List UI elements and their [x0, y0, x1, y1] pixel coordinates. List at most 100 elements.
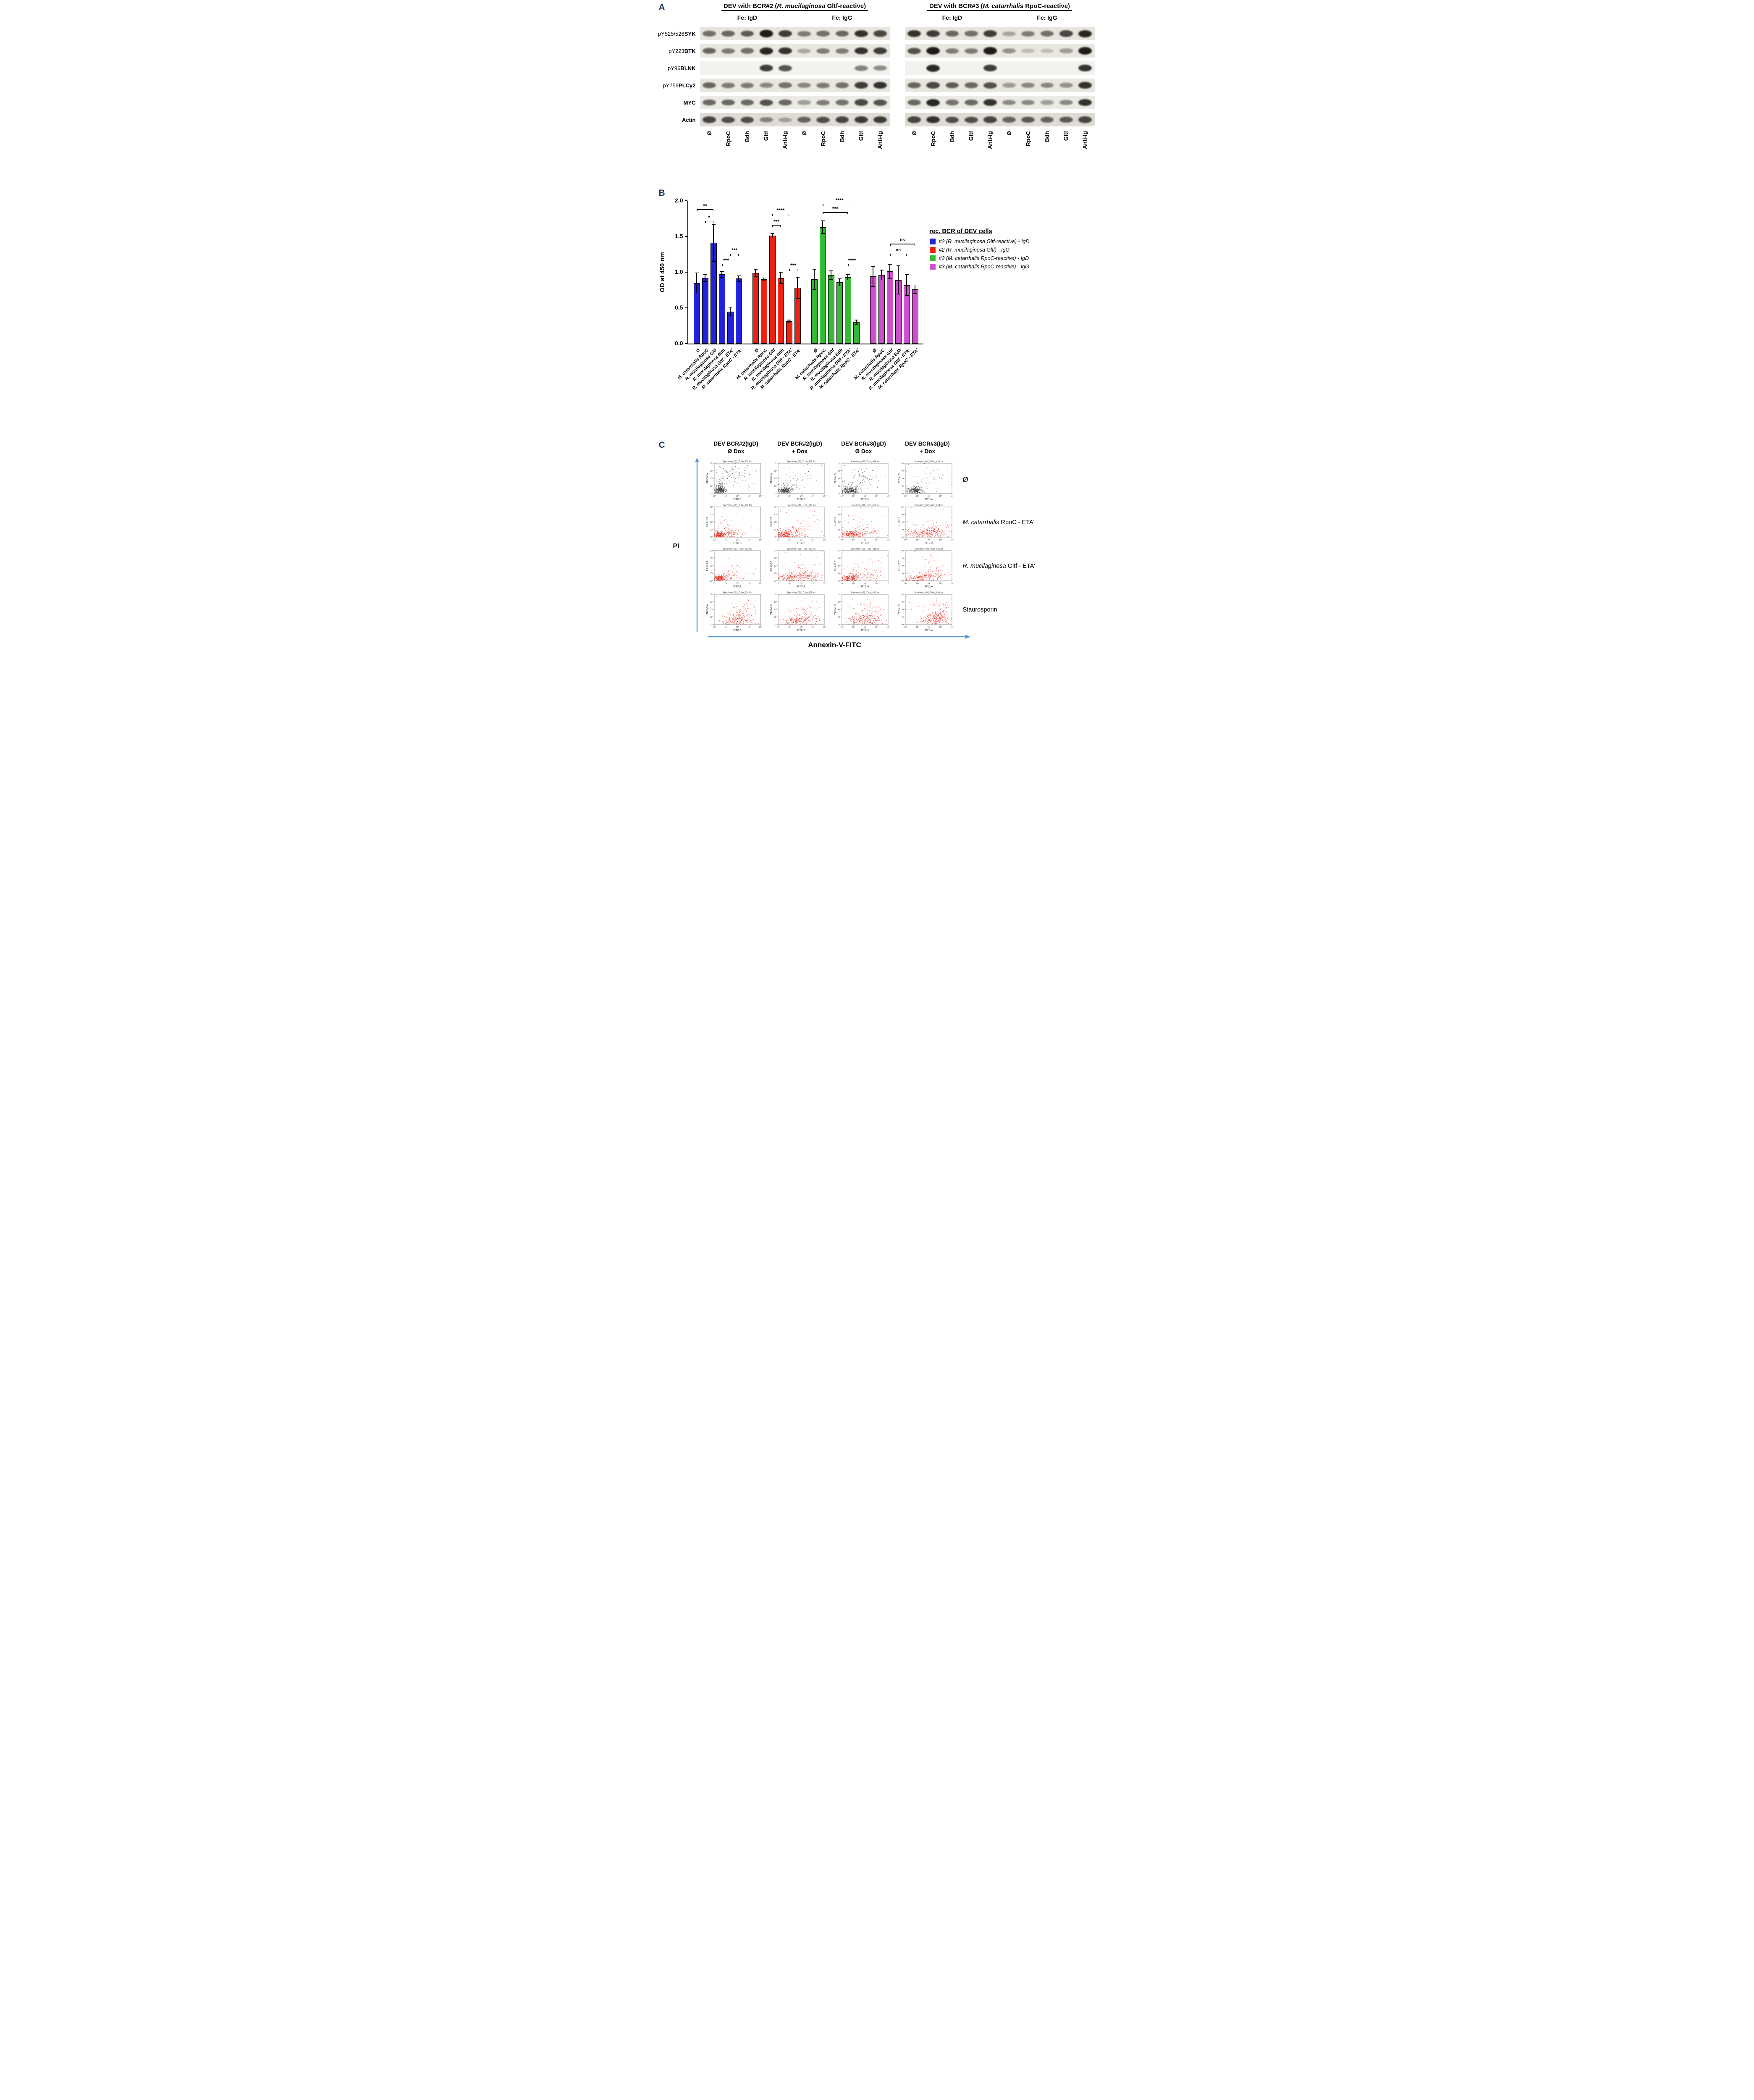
flow-scatter-plot: Specimen_001_Tube_013.fcs10⁰10⁰10¹10¹10²… [898, 461, 954, 501]
error-bar-cap [695, 292, 699, 294]
blot-band [721, 116, 735, 123]
blot-band [797, 100, 811, 105]
flow-scatter-plot: Specimen_001_Tube_009.fcs10⁰10⁰10¹10¹10²… [834, 461, 890, 501]
blot-band [703, 82, 716, 88]
sig-bracket-end [780, 225, 781, 227]
blot-strip [700, 96, 890, 109]
svg-text:PE-Cy7-A: PE-Cy7-A [898, 517, 900, 527]
blot-band [926, 116, 940, 123]
svg-text:10⁰: 10⁰ [837, 536, 840, 538]
blot-band [854, 116, 868, 123]
svg-text:10⁰: 10⁰ [840, 583, 843, 585]
blot-band [907, 116, 921, 123]
lane-label: Anti-Ig [987, 131, 994, 149]
blot-band [1021, 100, 1035, 105]
error-bar-cap [879, 279, 884, 281]
svg-text:FITC-A: FITC-A [925, 542, 933, 545]
y-tick [684, 236, 687, 237]
error-bar-cap [837, 278, 842, 279]
blot-band [759, 47, 773, 55]
svg-text:10⁰: 10⁰ [776, 583, 779, 585]
y-tick [684, 200, 687, 201]
bar [886, 271, 893, 344]
svg-text:10¹: 10¹ [710, 485, 713, 487]
svg-text:Specimen_001_Tube_009.fcs: Specimen_001_Tube_009.fcs [850, 461, 879, 463]
blot-band [797, 48, 811, 53]
error-bar-cap [720, 277, 724, 278]
svg-text:10²: 10² [773, 521, 776, 523]
blot-strip [700, 79, 890, 92]
y-axis-label: OD at 450 nm [658, 252, 666, 292]
blot-band [964, 82, 978, 88]
svg-text:Specimen_001_Tube_007.fcs: Specimen_001_Tube_007.fcs [787, 548, 815, 551]
svg-text:10²: 10² [837, 521, 840, 523]
error-bar [822, 220, 823, 234]
sig-bracket-end [855, 263, 856, 266]
blot-strip [700, 113, 890, 126]
sig-bracket-end [713, 221, 714, 223]
sig-bracket-line [890, 253, 907, 255]
annexin-axis-arrow [707, 635, 970, 639]
flow-scatter-plot: Specimen_001_Tube_008.fcs10⁰10⁰10¹10¹10²… [770, 592, 826, 632]
flow-scatter-plot: Specimen_001_Tube_005.fcs10⁰10⁰10¹10¹10²… [770, 461, 826, 501]
error-bar-cap [711, 261, 716, 262]
blot-band [1059, 48, 1073, 53]
blot-row-label: Actin [682, 116, 696, 123]
svg-text:10²: 10² [837, 478, 840, 480]
svg-text:10⁴: 10⁴ [886, 495, 889, 497]
blot-row-label: pY525/526 SYK [658, 30, 696, 37]
blot-band [1021, 116, 1035, 123]
annexin-axis-label: Annexin-V-FITC [808, 641, 861, 649]
lane-label: Anti-Ig [877, 131, 884, 149]
svg-text:10⁴: 10⁴ [759, 539, 762, 541]
sig-label: **** [848, 257, 856, 263]
svg-text:10⁴: 10⁴ [950, 539, 953, 541]
error-bar-cap [896, 265, 900, 266]
sig-bracket-end [855, 203, 856, 206]
svg-text:10²: 10² [863, 495, 866, 497]
error-bar-cap [829, 270, 833, 271]
bar [828, 275, 834, 344]
sig-label: **** [835, 197, 844, 203]
svg-text:Specimen_001_Tube_002.fcs: Specimen_001_Tube_002.fcs [723, 504, 752, 507]
svg-text:10⁰: 10⁰ [773, 580, 776, 582]
svg-text:10⁴: 10⁴ [773, 550, 776, 552]
sig-bracket-line [772, 225, 781, 226]
lane-label: Ø [911, 131, 918, 136]
error-bar [696, 273, 697, 293]
blot-band [983, 47, 997, 55]
svg-text:FITC-A: FITC-A [925, 499, 933, 501]
svg-text:10²: 10² [800, 583, 802, 585]
sig-bracket-end [789, 268, 790, 271]
blot-band [759, 99, 773, 106]
bar [760, 279, 767, 344]
error-bar-cap [905, 295, 909, 296]
legend-label: #3 (M. catarrhalis RpoC-reactive) - IgD [939, 255, 1029, 261]
sig-bracket-line [789, 268, 797, 269]
blot-row-label: MYC [683, 99, 696, 106]
svg-text:FITC-A: FITC-A [861, 542, 869, 545]
svg-text:10⁴: 10⁴ [901, 506, 904, 508]
y-tick-label: 0.0 [675, 340, 683, 346]
svg-text:10³: 10³ [901, 514, 904, 516]
error-bar-cap [728, 307, 732, 308]
svg-text:10³: 10³ [837, 557, 840, 559]
svg-text:10¹: 10¹ [724, 495, 727, 497]
sig-bracket-line [823, 203, 856, 205]
blot-band [816, 82, 830, 88]
blot-band [1002, 100, 1016, 105]
error-bar [898, 265, 899, 294]
lane-label: RpoC [820, 131, 826, 146]
svg-text:10¹: 10¹ [788, 583, 791, 585]
blot-band [1059, 116, 1073, 123]
svg-text:10²: 10² [736, 495, 739, 497]
blot-band [779, 82, 792, 88]
svg-text:10⁴: 10⁴ [710, 506, 713, 508]
svg-text:10²: 10² [901, 478, 904, 480]
svg-text:10⁰: 10⁰ [776, 539, 779, 541]
svg-text:10²: 10² [863, 539, 866, 541]
svg-text:10³: 10³ [747, 495, 750, 497]
svg-text:10⁰: 10⁰ [713, 583, 716, 585]
svg-text:10³: 10³ [811, 539, 814, 541]
blot-band [740, 100, 754, 105]
